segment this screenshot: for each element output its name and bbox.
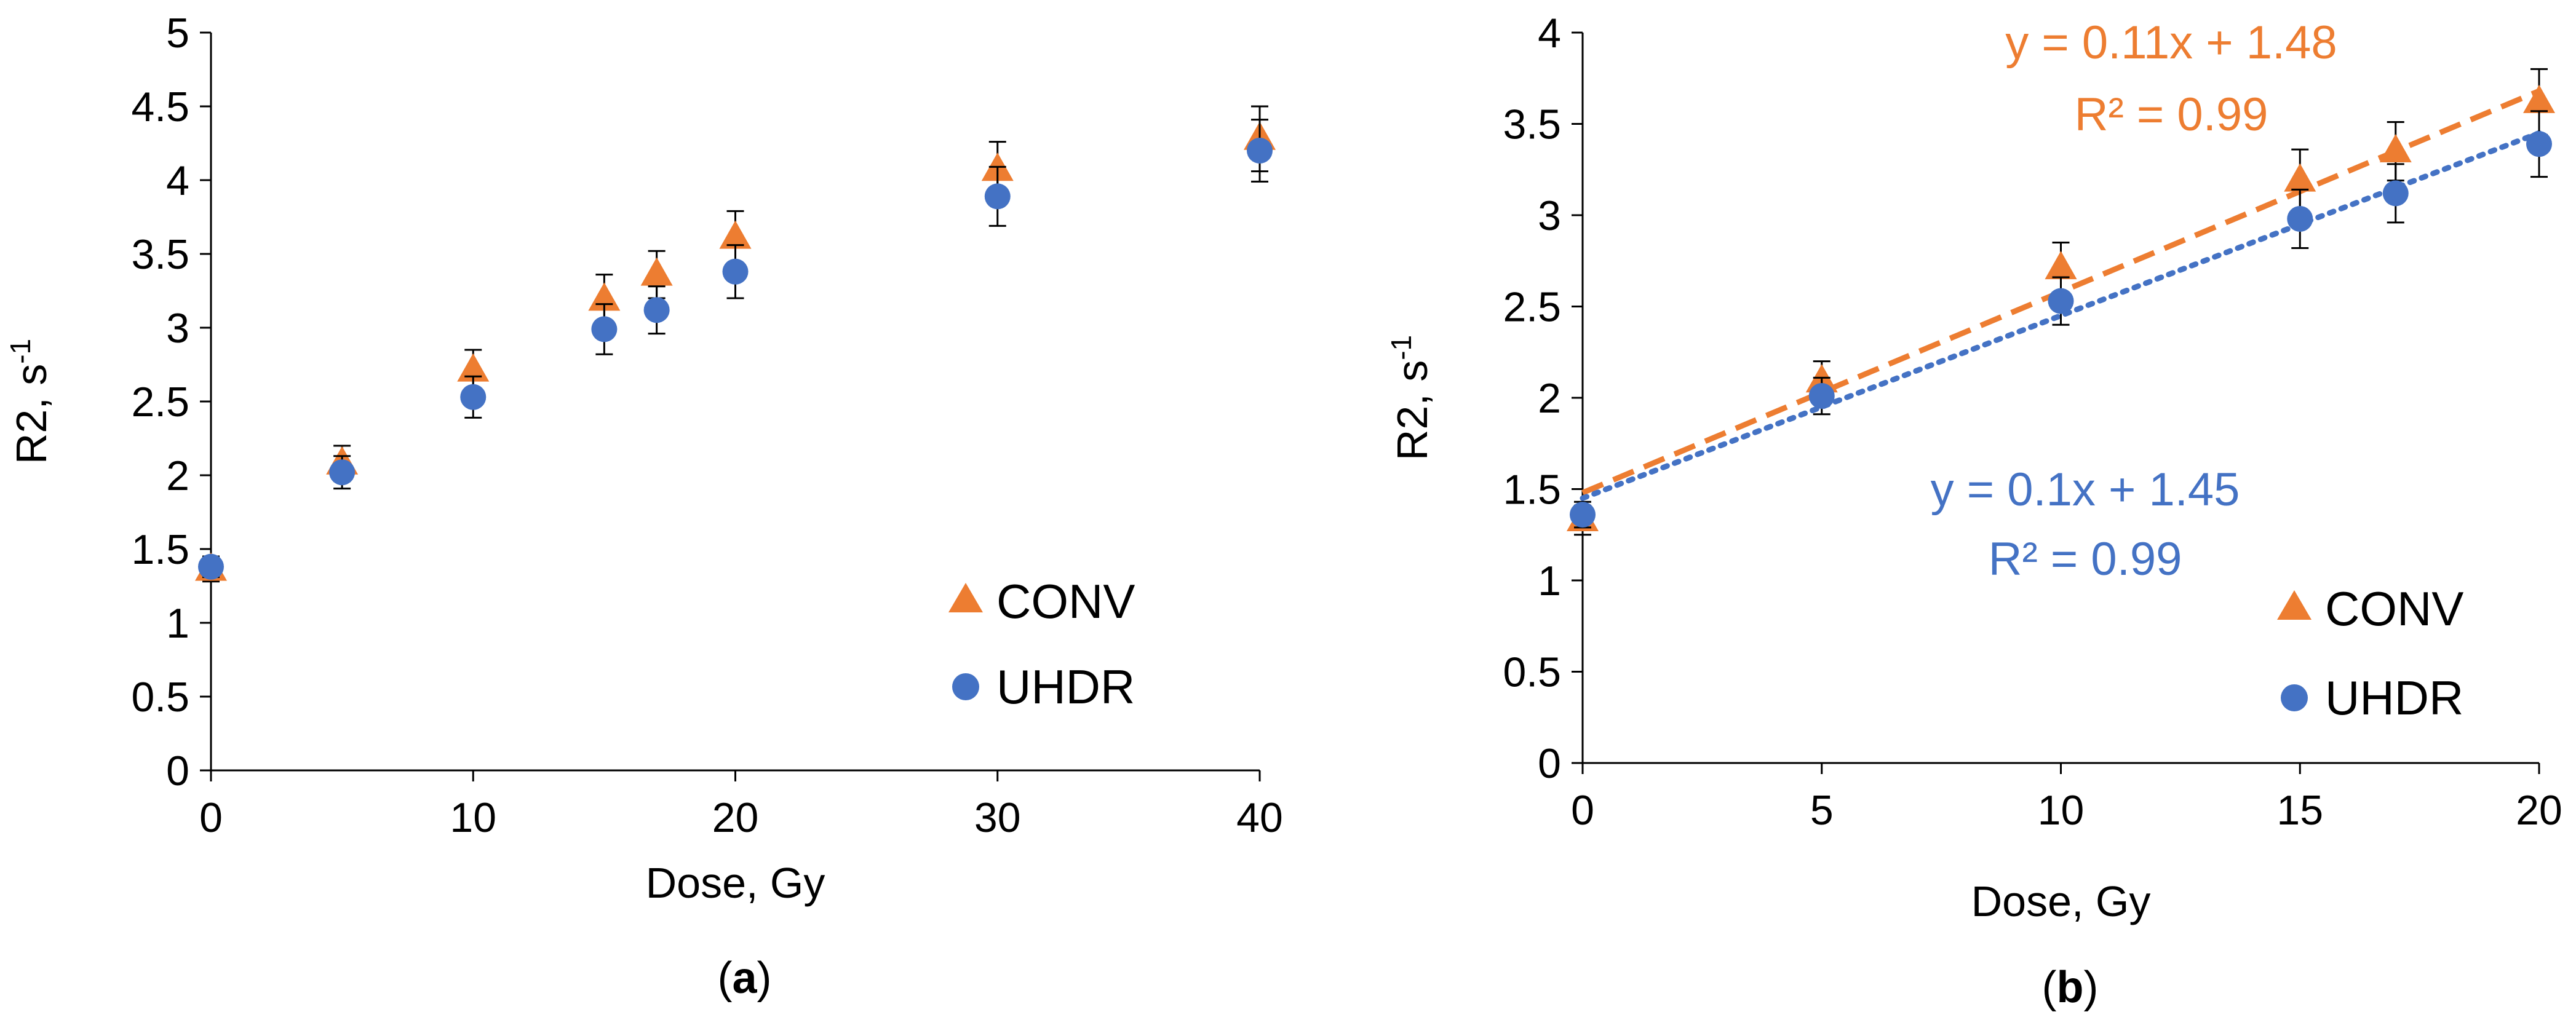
y-tick-label: 3.5 bbox=[131, 231, 189, 278]
legend-marker-uhdr bbox=[952, 673, 979, 700]
y-axis-title-text: R2, s bbox=[1388, 360, 1436, 461]
data-point-conv bbox=[2284, 163, 2316, 192]
legend-label-conv: CONV bbox=[996, 574, 1135, 628]
data-point-uhdr bbox=[1570, 502, 1596, 528]
data-point-uhdr bbox=[2526, 131, 2552, 157]
y-tick-label: 3 bbox=[166, 305, 189, 352]
y-tick-label: 2 bbox=[166, 453, 189, 499]
y-tick-label: 4.5 bbox=[131, 84, 189, 130]
trendline-r2-uhdr: R² = 0.99 bbox=[1989, 533, 2182, 585]
trendline-equation-conv: y = 0.11x + 1.48 bbox=[2005, 17, 2337, 69]
data-point-uhdr bbox=[1247, 138, 1273, 164]
legend-marker-conv bbox=[2277, 590, 2312, 620]
x-tick-label: 30 bbox=[974, 794, 1021, 841]
trendline-equation-uhdr: y = 0.1x + 1.45 bbox=[1931, 464, 2240, 516]
chart-panel-a: 0 0.5 1 1.5 2 2.5 3 3.5 4 4.5 5 0 10 20 30 40 Dose, Gy R2… bbox=[4, 10, 1283, 1003]
y-axis-title: R2, s-1 bbox=[4, 339, 55, 464]
y-tick-label: 3.5 bbox=[1503, 101, 1561, 148]
legend-marker-uhdr bbox=[2281, 684, 2308, 711]
data-point-uhdr bbox=[198, 553, 224, 580]
data-point-uhdr bbox=[1808, 383, 1835, 409]
x-axis-title: Dose, Gy bbox=[1971, 877, 2151, 925]
y-tick-label: 2.5 bbox=[1503, 284, 1561, 331]
panel-label: (a) bbox=[717, 954, 771, 1003]
y-tick-label: 4 bbox=[166, 157, 189, 204]
x-tick-label: 0 bbox=[199, 794, 223, 841]
panel-label-open: ( bbox=[2042, 963, 2057, 1012]
data-point-uhdr bbox=[722, 258, 749, 285]
y-tick-label: 1.5 bbox=[131, 526, 189, 573]
data-point-conv bbox=[457, 353, 490, 382]
trendline-r2-conv: R² = 0.99 bbox=[2075, 89, 2268, 141]
legend-label-uhdr: UHDR bbox=[2325, 671, 2463, 725]
x-tick-label: 5 bbox=[1810, 787, 1834, 834]
data-point-uhdr bbox=[2287, 205, 2313, 232]
x-tick-label: 10 bbox=[2038, 787, 2085, 834]
y-tick-label: 1 bbox=[1538, 558, 1561, 604]
y-tick-label: 2 bbox=[1538, 375, 1561, 422]
data-point-conv bbox=[2045, 251, 2077, 280]
x-tick-label: 15 bbox=[2276, 787, 2323, 834]
data-point-uhdr bbox=[2048, 288, 2074, 314]
y-axis-title: R2, s-1 bbox=[1385, 335, 1436, 461]
y-tick-label: 1.5 bbox=[1503, 467, 1561, 513]
panel-label-close: ) bbox=[2083, 963, 2098, 1012]
x-tick-label: 10 bbox=[450, 794, 496, 841]
data-point-uhdr bbox=[643, 297, 670, 323]
panel-label: (b) bbox=[2042, 963, 2099, 1012]
data-point-conv bbox=[719, 220, 752, 249]
y-axis-title-text: R2, s bbox=[7, 364, 55, 464]
legend-label-uhdr: UHDR bbox=[996, 660, 1135, 714]
y-tick-label: 0 bbox=[166, 748, 189, 794]
y-tick-label: 0 bbox=[1538, 740, 1561, 787]
data-point-conv bbox=[640, 257, 673, 286]
y-tick-label: 3 bbox=[1538, 192, 1561, 239]
y-tick-label: 5 bbox=[166, 10, 189, 57]
y-tick-label: 2.5 bbox=[131, 379, 189, 425]
x-axis-title: Dose, Gy bbox=[646, 859, 825, 907]
x-tick-label: 20 bbox=[2516, 787, 2562, 834]
data-point-uhdr bbox=[460, 384, 487, 410]
y-tick-label: 0.5 bbox=[1503, 649, 1561, 696]
y-axis-title-superscript: -1 bbox=[4, 339, 36, 364]
data-point-uhdr bbox=[984, 183, 1011, 210]
chart-panel-b: 0 0.5 1 1.5 2 2.5 3 3.5 4 0 5 10 15 20 Dose, Gy R2, s-1… bbox=[1385, 10, 2562, 1012]
panel-label-open: ( bbox=[717, 954, 732, 1003]
x-tick-label: 20 bbox=[712, 794, 759, 841]
x-tick-label: 0 bbox=[1571, 787, 1594, 834]
data-point-conv bbox=[2379, 134, 2412, 163]
data-point-uhdr bbox=[2382, 180, 2409, 207]
data-point-uhdr bbox=[329, 459, 356, 486]
y-tick-label: 4 bbox=[1538, 10, 1561, 57]
data-point-uhdr bbox=[591, 316, 618, 342]
panel-label-close: ) bbox=[757, 954, 772, 1003]
y-axis-title-superscript: -1 bbox=[1385, 335, 1417, 360]
legend-label-conv: CONV bbox=[2325, 582, 2463, 636]
panel-label-letter: b bbox=[2057, 963, 2084, 1012]
data-point-conv bbox=[2523, 84, 2555, 113]
trendline-uhdr bbox=[1580, 130, 2542, 501]
y-tick-label: 0.5 bbox=[131, 674, 189, 721]
panel-label-letter: a bbox=[732, 954, 757, 1003]
x-tick-label: 40 bbox=[1236, 794, 1283, 841]
y-tick-label: 1 bbox=[166, 600, 189, 647]
legend-marker-conv bbox=[948, 583, 983, 612]
